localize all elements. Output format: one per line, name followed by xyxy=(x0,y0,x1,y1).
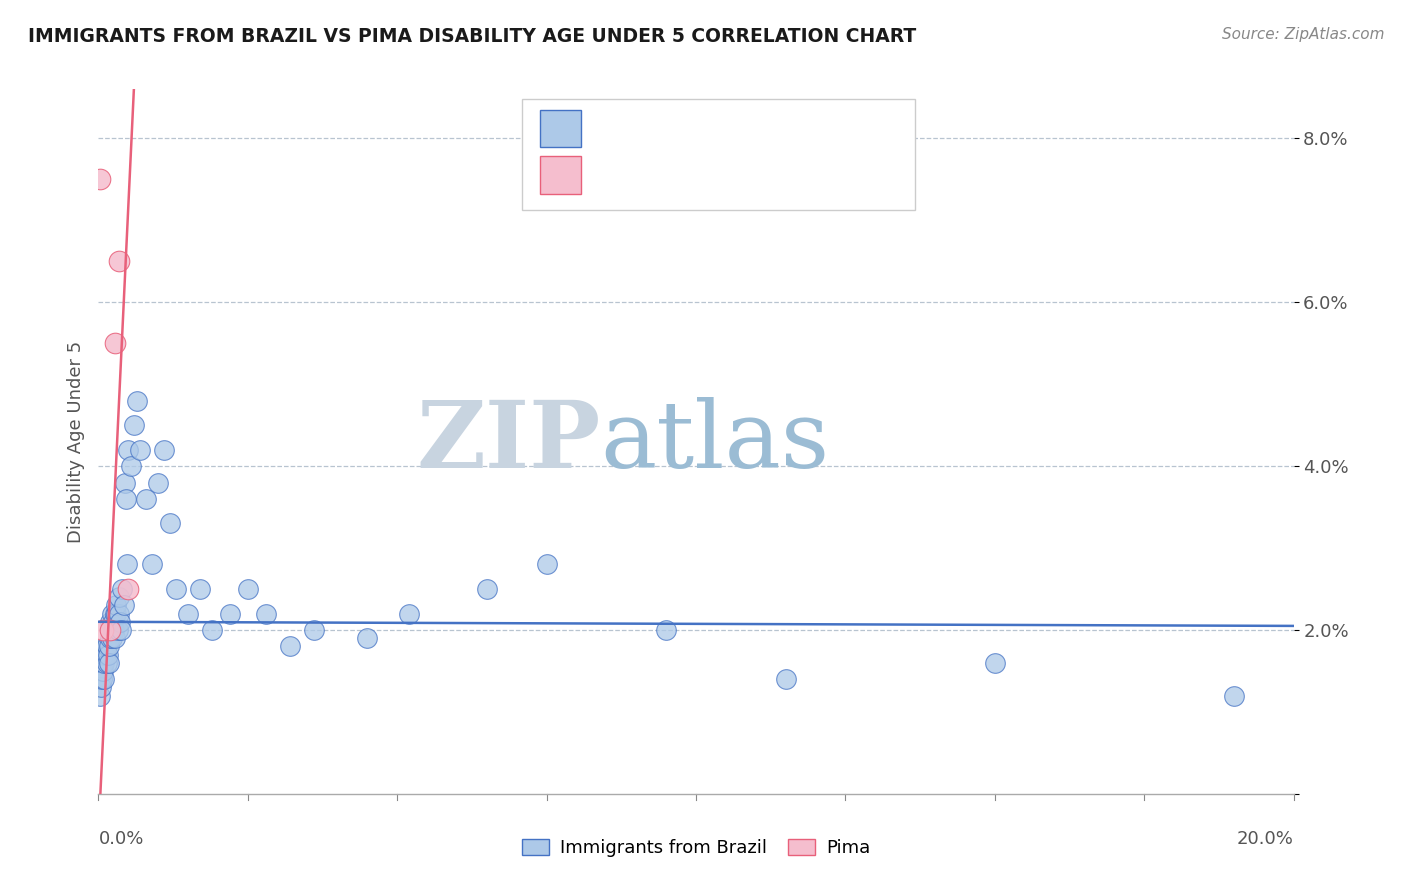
Point xyxy=(101,623,124,637)
Point xyxy=(93,672,115,686)
Point xyxy=(107,607,129,621)
Point xyxy=(100,631,122,645)
Point xyxy=(124,418,146,433)
Point xyxy=(98,623,122,637)
Point xyxy=(91,672,114,686)
Point xyxy=(159,516,181,531)
Point xyxy=(127,393,149,408)
Point xyxy=(278,640,301,654)
Point xyxy=(107,623,129,637)
Point xyxy=(96,640,118,654)
Point xyxy=(117,582,139,596)
Point xyxy=(120,459,142,474)
Point xyxy=(89,172,111,186)
Point xyxy=(117,442,139,457)
Point xyxy=(165,582,187,596)
Point xyxy=(108,591,131,605)
Point xyxy=(93,648,115,662)
Point xyxy=(89,672,111,686)
Point xyxy=(98,640,121,654)
Point xyxy=(655,623,678,637)
Point xyxy=(188,582,211,596)
Point xyxy=(103,615,125,629)
Text: R = -0.014   N = 66: R = -0.014 N = 66 xyxy=(589,116,789,136)
Point xyxy=(236,582,259,596)
Point xyxy=(114,475,136,490)
Point xyxy=(93,656,115,670)
Text: Source: ZipAtlas.com: Source: ZipAtlas.com xyxy=(1222,27,1385,42)
Point xyxy=(90,664,112,678)
Point xyxy=(91,656,114,670)
Point xyxy=(101,607,124,621)
Legend: Immigrants from Brazil, Pima: Immigrants from Brazil, Pima xyxy=(513,830,879,866)
Point xyxy=(91,623,114,637)
Text: IMMIGRANTS FROM BRAZIL VS PIMA DISABILITY AGE UNDER 5 CORRELATION CHART: IMMIGRANTS FROM BRAZIL VS PIMA DISABILIT… xyxy=(28,27,917,45)
Point xyxy=(302,623,325,637)
Point xyxy=(475,582,498,596)
Point xyxy=(108,254,131,268)
Point xyxy=(89,689,111,703)
Point xyxy=(98,623,122,637)
Point xyxy=(177,607,200,621)
Text: atlas: atlas xyxy=(600,397,830,486)
Point xyxy=(536,558,558,572)
Point xyxy=(105,607,128,621)
Point xyxy=(254,607,277,621)
Point xyxy=(111,582,134,596)
Point xyxy=(1223,689,1246,703)
Point xyxy=(115,558,138,572)
Point xyxy=(108,615,131,629)
Point xyxy=(148,475,170,490)
Point xyxy=(104,607,127,621)
Y-axis label: Disability Age Under 5: Disability Age Under 5 xyxy=(66,341,84,542)
Point xyxy=(115,491,138,506)
Point xyxy=(91,664,114,678)
Point xyxy=(96,648,118,662)
Point xyxy=(129,442,152,457)
Point xyxy=(97,656,120,670)
Point xyxy=(153,442,176,457)
Point xyxy=(984,656,1007,670)
Point xyxy=(103,623,125,637)
Point xyxy=(90,681,112,695)
Point xyxy=(141,558,163,572)
Point xyxy=(398,607,420,621)
Point xyxy=(96,656,118,670)
Point xyxy=(775,672,797,686)
Point xyxy=(105,599,128,613)
Point xyxy=(104,336,127,351)
Point xyxy=(112,599,135,613)
Point xyxy=(201,623,224,637)
Text: 20.0%: 20.0% xyxy=(1237,830,1294,847)
Point xyxy=(219,607,242,621)
Text: 0.0%: 0.0% xyxy=(98,830,143,847)
Point xyxy=(103,631,125,645)
Point xyxy=(98,631,121,645)
Point xyxy=(135,491,157,506)
Text: ZIP: ZIP xyxy=(416,397,600,486)
Point xyxy=(110,623,132,637)
Point xyxy=(356,631,378,645)
Point xyxy=(97,648,120,662)
Point xyxy=(98,615,122,629)
Point xyxy=(94,640,117,654)
Text: R =  0.754   N =  6: R = 0.754 N = 6 xyxy=(589,162,782,181)
